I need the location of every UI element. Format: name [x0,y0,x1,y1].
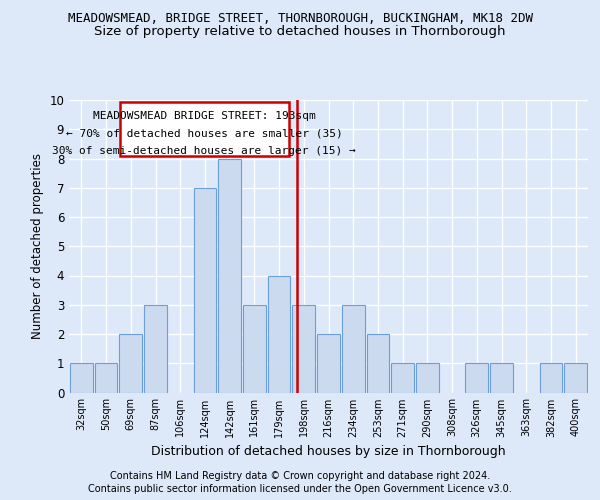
Bar [416,363,439,392]
Bar [70,363,93,392]
Text: MEADOWSMEAD, BRIDGE STREET, THORNBOROUGH, BUCKINGHAM, MK18 2DW: MEADOWSMEAD, BRIDGE STREET, THORNBOROUGH… [67,12,533,26]
Y-axis label: Number of detached properties: Number of detached properties [31,153,44,340]
Text: MEADOWSMEAD BRIDGE STREET: 193sqm: MEADOWSMEAD BRIDGE STREET: 193sqm [93,111,316,121]
X-axis label: Distribution of detached houses by size in Thornborough: Distribution of detached houses by size … [151,445,506,458]
Text: 30% of semi-detached houses are larger (15) →: 30% of semi-detached houses are larger (… [52,146,356,156]
Bar [119,334,142,392]
Bar [292,304,315,392]
Bar [317,334,340,392]
Bar [218,158,241,392]
Bar [391,363,414,392]
Bar [490,363,513,392]
Bar [466,363,488,392]
Bar [95,363,118,392]
Bar [367,334,389,392]
Text: ← 70% of detached houses are smaller (35): ← 70% of detached houses are smaller (35… [66,128,343,138]
Bar [539,363,562,392]
Text: Size of property relative to detached houses in Thornborough: Size of property relative to detached ho… [94,25,506,38]
FancyBboxPatch shape [119,102,289,156]
Bar [144,304,167,392]
Bar [194,188,216,392]
Bar [342,304,365,392]
Bar [564,363,587,392]
Bar [243,304,266,392]
Bar [268,276,290,392]
Text: Contains HM Land Registry data © Crown copyright and database right 2024.: Contains HM Land Registry data © Crown c… [110,471,490,481]
Text: Contains public sector information licensed under the Open Government Licence v3: Contains public sector information licen… [88,484,512,494]
